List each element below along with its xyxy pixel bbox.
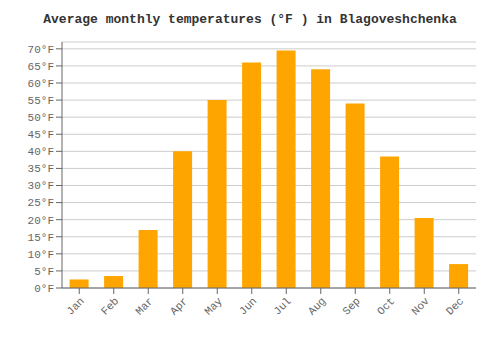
svg-text:Feb: Feb [99, 295, 121, 317]
svg-text:20°F: 20°F [28, 215, 54, 227]
svg-text:35°F: 35°F [28, 163, 54, 175]
svg-text:Aug: Aug [306, 295, 328, 317]
svg-text:70°F: 70°F [28, 44, 54, 56]
svg-text:Sep: Sep [340, 295, 362, 317]
svg-text:25°F: 25°F [28, 197, 54, 209]
svg-text:Nov: Nov [409, 295, 432, 318]
svg-text:May: May [202, 295, 225, 318]
svg-text:50°F: 50°F [28, 112, 54, 124]
svg-text:Jul: Jul [271, 295, 293, 317]
svg-text:Apr: Apr [168, 295, 190, 317]
svg-text:Dec: Dec [444, 295, 466, 317]
svg-text:Jun: Jun [237, 295, 259, 317]
svg-text:5°F: 5°F [34, 266, 54, 278]
svg-text:Mar: Mar [133, 295, 155, 317]
svg-text:65°F: 65°F [28, 61, 54, 73]
svg-text:0°F: 0°F [34, 283, 54, 295]
svg-text:55°F: 55°F [28, 95, 54, 107]
svg-text:15°F: 15°F [28, 232, 54, 244]
html-text:Average monthly temperatures (: Average monthly temperatures (°F ) in Bl… [43, 12, 457, 27]
svg-text:10°F: 10°F [28, 249, 54, 261]
svg-text:60°F: 60°F [28, 78, 54, 90]
svg-text:Jan: Jan [64, 295, 86, 317]
svg-text:40°F: 40°F [28, 146, 54, 158]
svg-text:30°F: 30°F [28, 180, 54, 192]
svg-text:Oct: Oct [375, 295, 397, 317]
svg-text:45°F: 45°F [28, 129, 54, 141]
